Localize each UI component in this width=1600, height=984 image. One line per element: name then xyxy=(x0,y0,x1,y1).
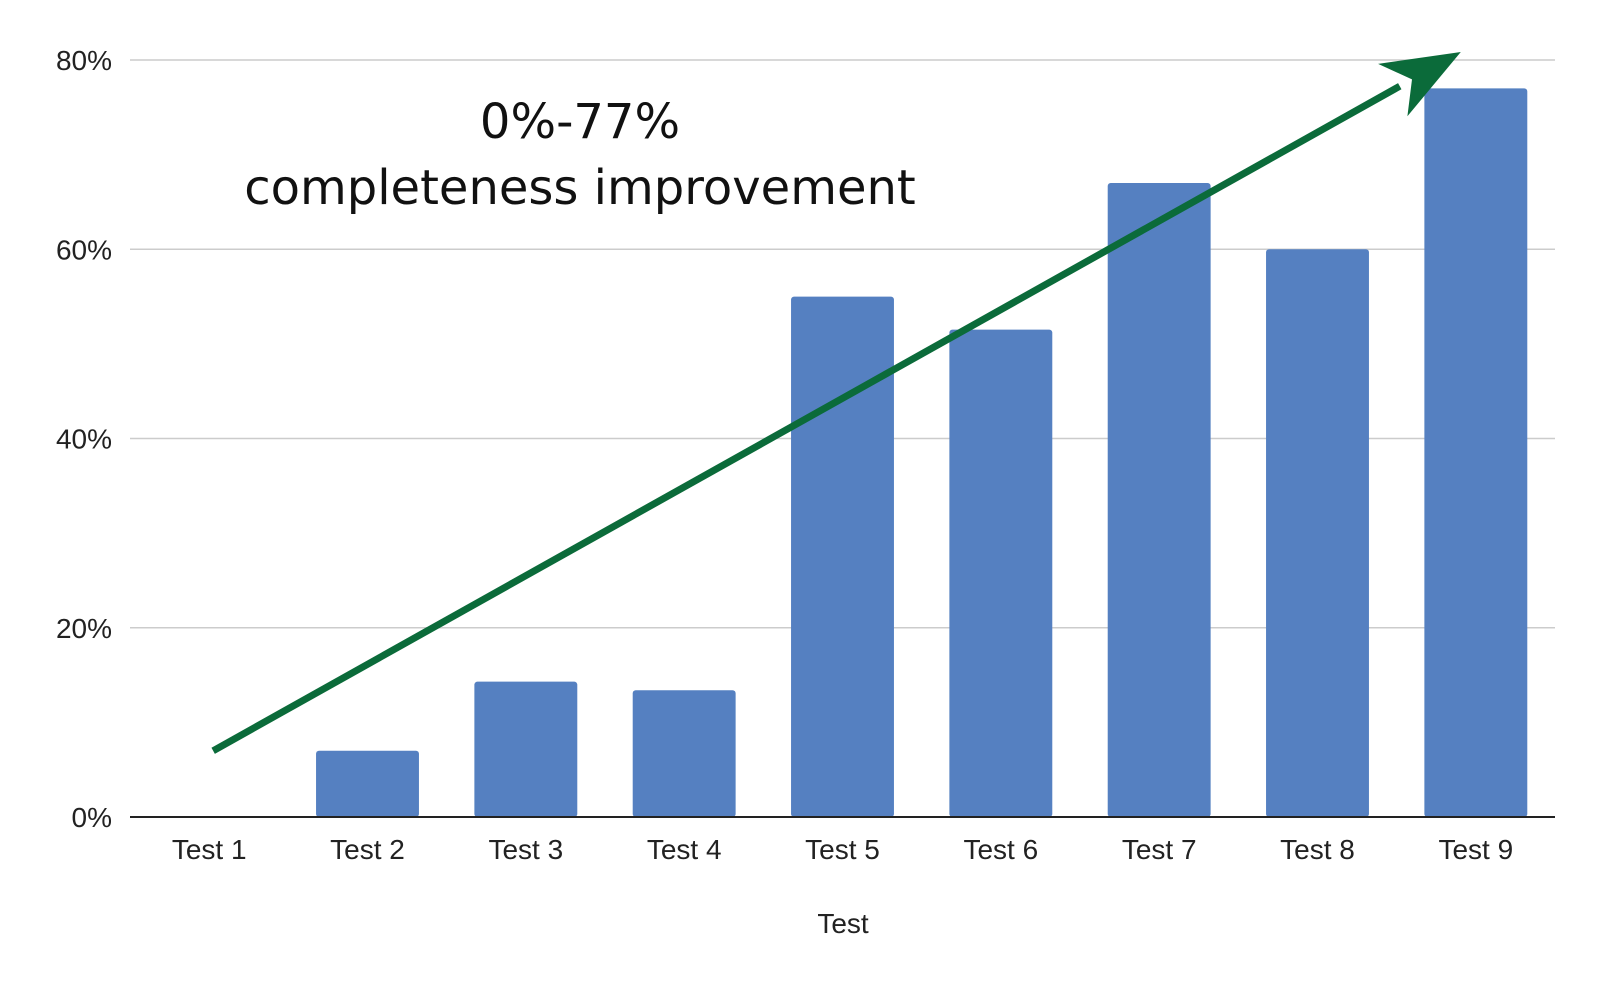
bar-3 xyxy=(474,681,578,817)
bar-7 xyxy=(1107,183,1211,817)
x-tick-label: Test 9 xyxy=(1438,834,1513,865)
bar-2 xyxy=(316,750,419,817)
x-tick-label: Test 3 xyxy=(488,834,563,865)
bar-6 xyxy=(949,329,1053,817)
y-tick-label: 60% xyxy=(56,234,112,265)
x-tick-label: Test 1 xyxy=(172,834,247,865)
trend-arrow-line xyxy=(211,83,1402,754)
annotation-description-text: completeness improvement xyxy=(244,160,916,216)
x-tick-label: Test 4 xyxy=(647,834,722,865)
x-tick-label: Test 6 xyxy=(963,834,1038,865)
y-tick-label: 40% xyxy=(56,424,112,455)
bar-4 xyxy=(632,690,736,817)
y-tick-label: 0% xyxy=(72,802,112,833)
trend-arrow-layer xyxy=(211,52,1461,754)
y-tick-label: 80% xyxy=(56,45,112,76)
x-tick-label: Test 7 xyxy=(1122,834,1197,865)
bar-9 xyxy=(1424,88,1528,817)
x-axis-title: Test xyxy=(817,908,869,939)
annotation-range-text: 0%-77% xyxy=(480,94,680,150)
y-tick-label: 20% xyxy=(56,613,112,644)
trend-arrow-head xyxy=(1378,52,1461,117)
x-tick-label: Test 5 xyxy=(805,834,880,865)
bar-5 xyxy=(791,296,894,817)
bars-layer xyxy=(316,88,1528,817)
axis-layer: 0% 20% 40% 60% 80% Test 1 Test 2 Test 3 Test 4 Te… xyxy=(56,45,1555,865)
x-tick-label: Test 2 xyxy=(330,834,405,865)
bar-8 xyxy=(1266,249,1369,817)
annotation-layer: 0%-77% completeness improvement xyxy=(244,94,916,216)
x-tick-label: Test 8 xyxy=(1280,834,1355,865)
